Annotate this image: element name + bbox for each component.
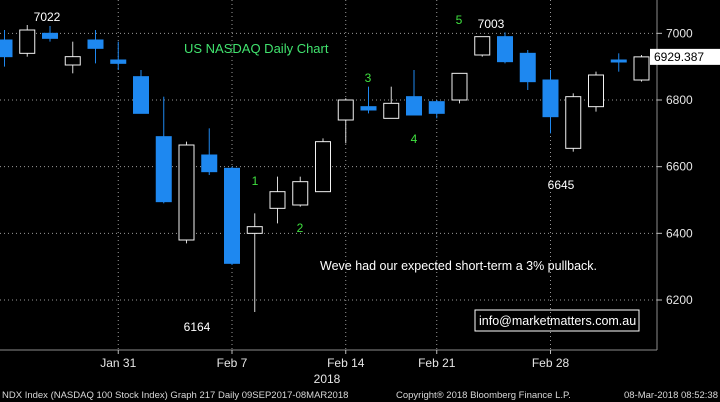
candle-body-up — [474, 36, 491, 56]
candle-body-up — [315, 141, 331, 193]
last-value-label: 6929.387 — [654, 50, 704, 64]
y-tick-label: 6600 — [666, 160, 693, 174]
candle-body-down — [42, 32, 58, 39]
candle-body-up — [246, 226, 263, 234]
candle-layer — [0, 25, 650, 312]
annotation-high-7003: 7003 — [478, 17, 505, 31]
candle-body-up — [292, 181, 309, 206]
annotation-high-7022: 7022 — [34, 10, 61, 24]
x-tick-label: Jan 31 — [100, 356, 136, 370]
candle-body-up — [178, 144, 195, 241]
candle-body-down — [542, 79, 559, 118]
candle-body-down — [87, 39, 104, 49]
candle-body-up — [269, 191, 286, 209]
candle-body-down — [155, 136, 172, 203]
x-tick-label: Feb 7 — [217, 356, 248, 370]
annotation-low-6645: 6645 — [548, 178, 575, 192]
wave-label-3: 3 — [365, 71, 372, 85]
annotation-low-6164: 6164 — [184, 320, 211, 334]
candle-body-down — [497, 36, 513, 63]
footer-center: Copyright® 2018 Bloomberg Finance L.P. — [396, 390, 571, 401]
footer-bar — [0, 388, 720, 402]
footer-left: NDX Index (NASDAQ 100 Stock Index) Graph… — [2, 390, 348, 401]
footer-right: 08-Mar-2018 08:52:38 — [624, 390, 718, 401]
x-tick-label: Feb 28 — [532, 356, 570, 370]
candle-body-up — [19, 29, 36, 54]
candle-body-up — [64, 56, 81, 66]
x-tick-layer: Jan 31 Feb 7 Feb 14 Feb 21 Feb 28 — [100, 350, 570, 370]
candle-body-up — [633, 56, 650, 81]
last-value-box — [650, 48, 720, 65]
commentary-note: Weve had our expected short-term a 3% pu… — [320, 259, 597, 273]
candle-body-down — [428, 101, 445, 114]
last-value-marker: 6929.387 — [650, 48, 720, 65]
x-tick-label: Feb 21 — [418, 356, 456, 370]
candle-body-up — [588, 74, 604, 108]
candle-body-down — [133, 76, 149, 114]
candle-body-down — [519, 52, 536, 83]
candle-body-down — [610, 59, 627, 63]
wave-label-1: 1 — [252, 174, 259, 188]
candle-body-down — [224, 167, 240, 264]
wave-label-4: 4 — [411, 132, 418, 146]
candle-body-down — [110, 59, 127, 64]
wave-label-5: 5 — [456, 13, 463, 27]
candle-body-down — [201, 154, 218, 173]
y-tick-label: 6800 — [666, 93, 693, 107]
candle-body-up — [383, 102, 400, 119]
candle-body-up — [565, 96, 582, 149]
candle-body-up — [337, 99, 354, 121]
x-tick-label: Feb 14 — [327, 356, 365, 370]
candle-body-up — [451, 72, 468, 101]
y-tick-label: 6200 — [666, 293, 693, 307]
chart-title: US NASDAQ Daily Chart — [184, 41, 329, 56]
candle-body-down — [360, 106, 377, 111]
wave-label-2: 2 — [297, 221, 304, 235]
y-tick-label: 6400 — [666, 226, 693, 240]
y-tick-layer: 6200 6400 6600 6800 7000 — [657, 26, 693, 307]
contact-email[interactable]: info@marketmatters.com.au — [479, 314, 636, 328]
candle-body-down — [406, 96, 422, 116]
y-tick-label: 7000 — [666, 26, 693, 40]
contact-box — [474, 309, 640, 332]
x-year-label: 2018 — [314, 372, 341, 386]
candle-body-down — [0, 39, 13, 58]
